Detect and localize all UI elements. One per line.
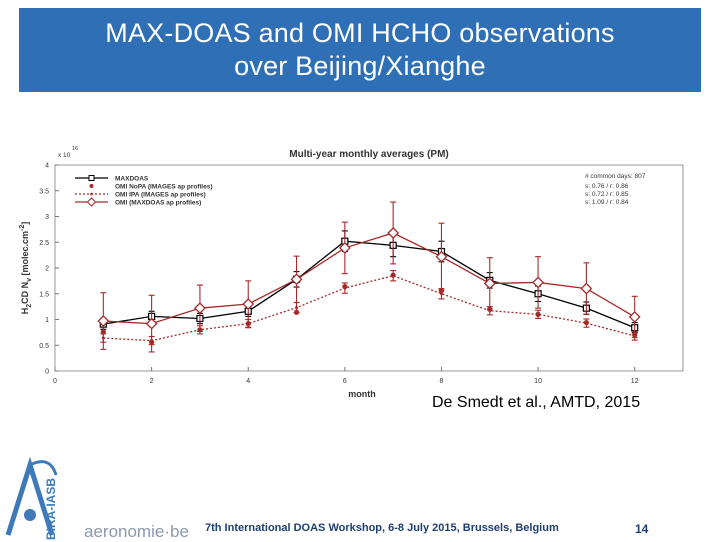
legend-label: OMI NoPA (IMAGES ap profiles) — [115, 184, 213, 191]
x-tick-label: 12 — [631, 378, 639, 385]
y-tick-label: 2 — [45, 266, 49, 273]
footer-text: 7th International DOAS Workshop, 6-8 Jul… — [205, 522, 559, 534]
slide-title-line-2: over Beijing/Xianghe — [234, 51, 486, 81]
y-tick-label: 2.5 — [39, 240, 49, 247]
data-point-diamond — [628, 311, 641, 323]
data-point-small — [295, 306, 299, 310]
data-point-diamond — [483, 277, 496, 290]
data-point-diamond — [387, 227, 400, 239]
data-point-small — [488, 309, 492, 313]
stats-header: # common days: 807 — [585, 173, 646, 180]
data-point-diamond — [194, 302, 206, 315]
y-tick-label: 1.5 — [39, 291, 49, 298]
logo-vertical-text: BIRA-IASB — [44, 478, 58, 540]
data-point-small — [343, 286, 347, 290]
data-point-diamond — [338, 241, 351, 254]
page-number: 14 — [635, 522, 649, 536]
y-tick-label: 4 — [45, 163, 49, 170]
y-tick-label: 3.5 — [39, 188, 49, 195]
data-point-diamond — [532, 276, 544, 289]
series-line-3 — [103, 232, 636, 325]
stats-line: s: 0.72 / r: 0.85 — [585, 191, 629, 198]
y-tick-label: 0.5 — [39, 343, 49, 350]
citation: De Smedt et al., AMTD, 2015 — [432, 394, 641, 411]
x-tick-label: 2 — [150, 378, 154, 385]
x-tick-label: 4 — [246, 378, 250, 385]
data-point-small — [439, 292, 443, 296]
series-line-2 — [103, 275, 635, 342]
y-multiplier-exponent: 16 — [72, 146, 78, 152]
logo-text: aeronomie·be — [84, 522, 189, 541]
y-multiplier: x 10 — [58, 152, 71, 159]
x-tick-label: 0 — [53, 378, 57, 385]
title-banner: MAX-DOAS and OMI HCHO observations over … — [19, 8, 701, 92]
legend-marker-square — [88, 175, 95, 181]
y-tick-label: 1 — [45, 317, 49, 324]
legend-label: MAXDOAS — [115, 176, 149, 183]
data-point-diamond — [580, 282, 593, 295]
bira-logo-icon — [5, 456, 58, 536]
y-tick-label: 3 — [45, 214, 49, 221]
stats-line: s: 1.09 / r: 0.84 — [585, 199, 629, 206]
data-point-diamond — [97, 315, 110, 327]
legend-marker-diamond — [86, 197, 97, 207]
legend-label: OMI (MAXDOAS ap profiles) — [115, 200, 201, 207]
data-point-diamond — [145, 317, 158, 330]
data-point-small — [584, 321, 588, 325]
data-point-small — [536, 312, 540, 316]
chart-title: Multi-year monthly averages (PM) — [289, 149, 448, 160]
legend-marker-dot — [89, 184, 94, 188]
x-axis-label: month — [348, 389, 376, 399]
x-tick-label: 6 — [343, 378, 347, 385]
legend-marker-small — [90, 192, 93, 196]
series-line-0 — [103, 240, 635, 329]
y-tick-label: 0 — [45, 369, 49, 376]
stats-line: s: 0.76 / r: 0.86 — [585, 183, 629, 190]
slide-title-line-1: MAX-DOAS and OMI HCHO observations — [105, 18, 615, 48]
data-point-small — [391, 274, 395, 278]
data-point-diamond — [242, 298, 255, 310]
y-axis-label: H2CD Nv [molec.cm-2] — [19, 222, 33, 315]
data-point-diamond — [290, 273, 303, 286]
legend-label: OMI IPA (IMAGES ap profiles) — [115, 192, 206, 199]
x-tick-label: 10 — [534, 378, 542, 385]
data-point-diamond — [435, 250, 448, 263]
x-tick-label: 8 — [440, 378, 444, 385]
